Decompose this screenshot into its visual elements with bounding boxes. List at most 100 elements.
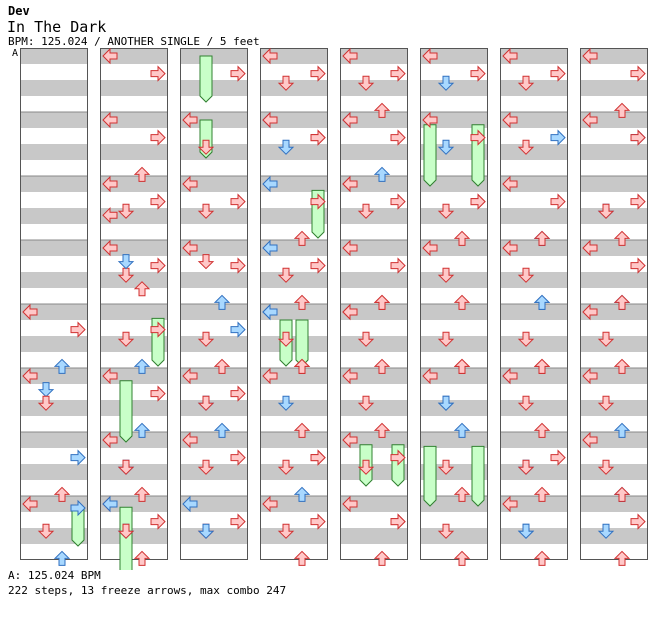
down-arrow [357,203,375,219]
beat-stripe [101,80,167,96]
column-border [420,48,488,560]
song-title: In The Dark [7,18,107,36]
beat-stripe [581,336,647,352]
beat-stripe [261,144,327,160]
beat-stripe [421,112,487,128]
beat-stripe [21,240,87,256]
right-arrow [310,257,326,274]
beat-stripe [101,112,167,128]
down-arrow [37,382,55,398]
right-arrow [390,449,406,466]
right-arrow [550,449,566,466]
beat-stripe [261,464,327,480]
down-arrow [117,254,135,270]
up-arrow [613,486,631,502]
left-arrow [182,495,198,513]
beat-stripe [581,144,647,160]
up-arrow [213,294,231,310]
beat-stripe [101,304,167,320]
down-arrow [517,75,535,91]
beat-stripe [101,176,167,192]
down-arrow [597,331,615,347]
beat-stripe [101,528,167,544]
beat-stripe [181,304,247,320]
beat-stripe [181,400,247,416]
right-arrow [470,65,486,82]
right-arrow [70,499,86,517]
up-arrow [293,294,311,310]
beat-stripe [501,336,567,352]
right-arrow [70,449,86,466]
left-arrow [342,367,358,385]
up-arrow [533,550,551,566]
beat-stripe [261,240,327,256]
beat-stripe [21,48,87,64]
left-arrow [342,431,358,449]
left-arrow [262,495,278,513]
left-arrow [342,47,358,65]
beat-stripe [341,400,407,416]
beat-stripe [421,176,487,192]
beat-stripe [341,176,407,192]
up-arrow [293,230,311,246]
down-arrow [197,331,215,347]
down-arrow [357,331,375,347]
down-arrow [117,267,135,283]
beat-stripe [581,528,647,544]
beat-stripe [421,496,487,512]
left-arrow [342,175,358,193]
left-arrow [102,206,118,224]
left-arrow [502,47,518,65]
beat-stripe [421,432,487,448]
up-arrow [293,550,311,566]
left-arrow [582,303,598,321]
beat-stripe [261,528,327,544]
right-arrow [630,513,646,530]
beat-stripe [581,368,647,384]
left-arrow [582,431,598,449]
beat-stripe [501,176,567,192]
down-arrow [37,523,55,539]
left-arrow [102,47,118,65]
beat-stripe [341,368,407,384]
down-arrow [517,459,535,475]
left-arrow [582,47,598,65]
beat-stripe [261,368,327,384]
beat-stripe [501,464,567,480]
left-arrow [582,367,598,385]
beat-stripe [581,112,647,128]
right-arrow [310,129,326,146]
right-arrow [310,449,326,466]
beat-stripe [181,464,247,480]
beat-stripe [421,528,487,544]
up-arrow [373,102,391,118]
left-arrow [342,303,358,321]
beat-stripe [101,464,167,480]
beat-stripe [501,272,567,288]
beat-stripe [21,528,87,544]
left-arrow [22,495,38,513]
up-arrow [53,486,71,502]
down-arrow [197,139,215,155]
right-arrow [150,321,166,338]
right-arrow [630,65,646,82]
beat-stripe [181,336,247,352]
left-arrow [22,367,38,385]
beat-stripe [501,304,567,320]
beat-stripe [21,80,87,96]
beat-stripe [421,464,487,480]
section-marker: A [12,48,19,59]
left-arrow [582,111,598,129]
beat-stripe [261,304,327,320]
right-arrow [150,129,166,146]
up-arrow [613,102,631,118]
bpm-summary: A: 125.024 BPM [8,569,101,582]
up-arrow [373,422,391,438]
right-arrow [230,449,246,466]
beat-stripe [21,368,87,384]
beat-stripe [341,48,407,64]
down-arrow [357,459,375,475]
beat-stripe [181,528,247,544]
left-arrow [262,111,278,129]
down-arrow [117,203,135,219]
